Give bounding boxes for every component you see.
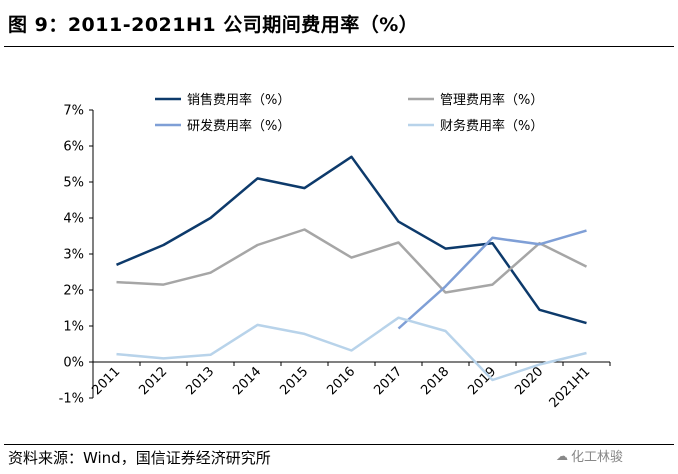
data-point	[209, 217, 211, 219]
data-point	[491, 237, 493, 239]
data-point	[350, 349, 352, 351]
data-point	[162, 244, 164, 246]
data-point	[397, 317, 399, 319]
watermark-text: 化工林骏	[571, 450, 624, 465]
wechat-icon: ☁	[556, 448, 568, 463]
source-note: 资料来源：Wind，国信证券经济研究所	[8, 449, 271, 467]
data-point	[491, 242, 493, 244]
data-point	[444, 247, 446, 249]
data-point	[115, 353, 117, 355]
y-tick-label: 0%	[63, 356, 84, 371]
data-point	[115, 281, 117, 283]
chart-series	[115, 155, 588, 382]
x-tick-label: 2020	[512, 364, 546, 398]
x-tick-label: 2011	[89, 364, 123, 398]
series-line-4	[116, 316, 587, 382]
source-divider	[4, 444, 674, 445]
chart-legend: 销售费用率（%） 管理费用率（%） 研发费用率（%） 财务费用率（%）	[155, 92, 543, 134]
data-point	[397, 220, 399, 222]
data-point	[256, 244, 258, 246]
x-tick-label: 2014	[230, 364, 264, 398]
data-point	[491, 283, 493, 285]
x-tick-label: 2012	[136, 364, 170, 398]
y-tick-label: 1%	[63, 320, 84, 335]
y-tick-label: 5%	[63, 176, 84, 191]
legend-label: 管理费用率（%）	[440, 92, 543, 108]
data-point	[538, 243, 540, 245]
data-point	[209, 272, 211, 274]
legend-label: 研发费用率（%）	[187, 118, 290, 134]
data-point	[162, 357, 164, 359]
data-point	[538, 309, 540, 311]
data-point	[256, 324, 258, 326]
series-line-3	[397, 229, 587, 330]
y-tick-label: 4%	[63, 212, 84, 227]
y-tick-label: 7%	[63, 104, 84, 119]
data-point	[444, 330, 446, 332]
data-point	[209, 354, 211, 356]
series-line-2	[116, 228, 588, 294]
x-tick-label: 2016	[324, 364, 358, 398]
data-point	[115, 264, 117, 266]
data-point	[303, 228, 305, 230]
y-tick-label: 2%	[63, 284, 84, 299]
y-tick-label: -1%	[59, 392, 84, 407]
data-point	[256, 177, 258, 179]
data-point	[350, 256, 352, 258]
data-point	[303, 333, 305, 335]
x-tick-label: 2013	[183, 364, 217, 398]
data-point	[350, 156, 352, 158]
y-tick-label: 6%	[63, 140, 84, 155]
data-point	[585, 265, 587, 267]
chart-axes: -1% 0% 1% 2% 3% 4% 5% 6% 7% 2011 2012 2013 2014 2015 2…	[59, 104, 611, 411]
data-point	[585, 352, 587, 354]
data-point	[397, 241, 399, 243]
data-point	[162, 283, 164, 285]
chart-title: 图 9：2011-2021H1 公司期间费用率（%）	[8, 14, 419, 36]
x-tick-label: 2015	[277, 364, 311, 398]
data-point	[444, 285, 446, 287]
data-point	[397, 327, 399, 329]
series-line-1	[116, 155, 587, 325]
legend-label: 财务费用率（%）	[440, 118, 543, 134]
data-point	[491, 379, 493, 381]
legend-label: 销售费用率（%）	[187, 92, 290, 108]
watermark: ☁ 化工林骏	[556, 446, 624, 466]
x-tick-label: 2021H1	[547, 364, 594, 411]
y-tick-label: 3%	[63, 248, 84, 263]
data-point	[444, 291, 446, 293]
data-point	[585, 322, 587, 324]
title-divider	[4, 46, 674, 47]
x-tick-label: 2017	[371, 364, 405, 398]
data-point	[585, 229, 587, 231]
data-point	[303, 187, 305, 189]
data-point	[538, 363, 540, 365]
x-tick-label: 2018	[418, 364, 452, 398]
